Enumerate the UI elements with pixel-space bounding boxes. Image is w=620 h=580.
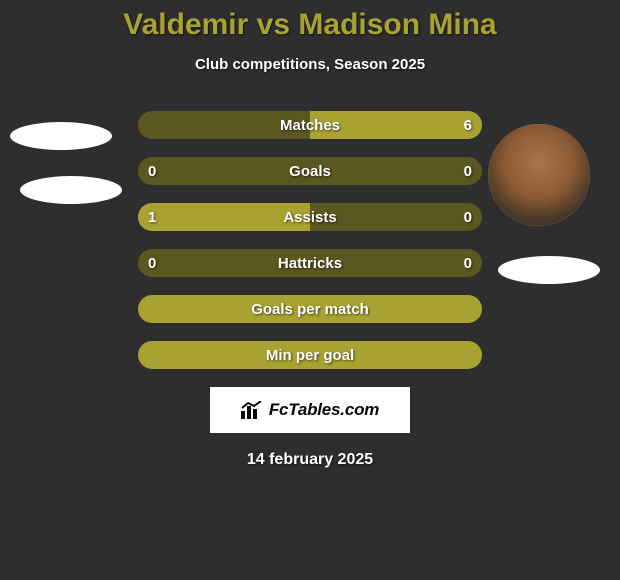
subtitle: Club competitions, Season 2025 <box>0 56 620 73</box>
stat-value-left: 1 <box>138 203 166 231</box>
stat-label: Matches <box>138 111 482 139</box>
stat-row: Hattricks0 0 <box>138 249 482 277</box>
player1-name-ellipse-2 <box>20 176 122 204</box>
stat-value-right: 6 <box>454 111 482 139</box>
stat-label: Min per goal <box>138 341 482 369</box>
stat-value-left: 0 <box>138 249 166 277</box>
stat-row: Assists1 0 <box>138 203 482 231</box>
date-label: 14 february 2025 <box>0 451 620 469</box>
stat-value-right: 0 <box>454 249 482 277</box>
stat-value-right: 0 <box>454 203 482 231</box>
fctables-logo: FcTables.com <box>210 387 410 433</box>
player2-name-ellipse <box>498 256 600 284</box>
stat-value-right: 0 <box>454 157 482 185</box>
player2-face <box>488 124 590 226</box>
chart-icon <box>241 401 263 419</box>
stat-label: Goals <box>138 157 482 185</box>
stat-row: Goals per match <box>138 295 482 323</box>
title-player1: Valdemir <box>123 8 248 41</box>
stat-row: Matches6 <box>138 111 482 139</box>
stat-value-left: 0 <box>138 157 166 185</box>
player2-avatar <box>488 124 590 226</box>
logo-text: FcTables.com <box>269 400 379 420</box>
stat-label: Goals per match <box>138 295 482 323</box>
title-vs: vs <box>257 8 290 41</box>
stat-label: Assists <box>138 203 482 231</box>
title-player2: Madison Mina <box>298 8 496 41</box>
page-title: Valdemir vs Madison Mina <box>0 0 620 42</box>
player1-name-ellipse-1 <box>10 122 112 150</box>
stat-row: Goals0 0 <box>138 157 482 185</box>
stat-label: Hattricks <box>138 249 482 277</box>
stat-row: Min per goal <box>138 341 482 369</box>
